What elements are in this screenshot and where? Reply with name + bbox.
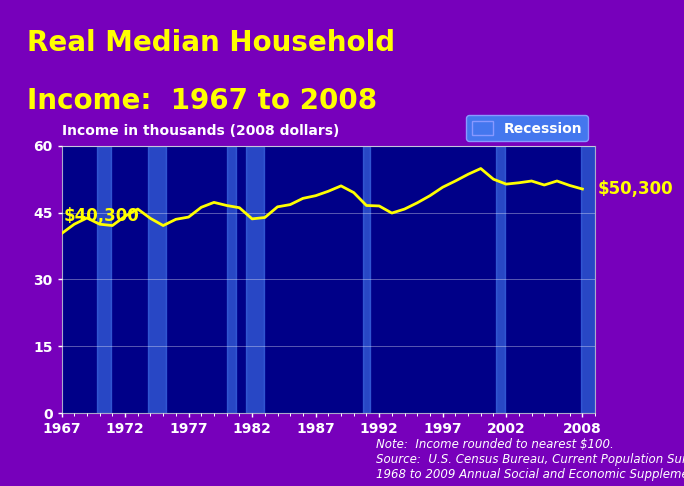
Text: Income:  1967 to 2008: Income: 1967 to 2008 [27, 87, 378, 116]
Bar [246, 146, 263, 413]
Text: Real Median Household: Real Median Household [27, 29, 395, 57]
Bar [97, 146, 111, 413]
Bar [148, 146, 166, 413]
Bar [363, 146, 370, 413]
Text: $40,300: $40,300 [64, 207, 140, 225]
Bar [581, 146, 595, 413]
Legend: Recession: Recession [466, 115, 588, 141]
Text: Income in thousands (2008 dollars): Income in thousands (2008 dollars) [62, 124, 339, 138]
Text: Note:  Income rounded to nearest $100.
Source:  U.S. Census Bureau, Current Popu: Note: Income rounded to nearest $100. So… [376, 438, 684, 481]
Text: $50,300: $50,300 [598, 180, 673, 198]
Bar [496, 146, 505, 413]
Bar [226, 146, 235, 413]
